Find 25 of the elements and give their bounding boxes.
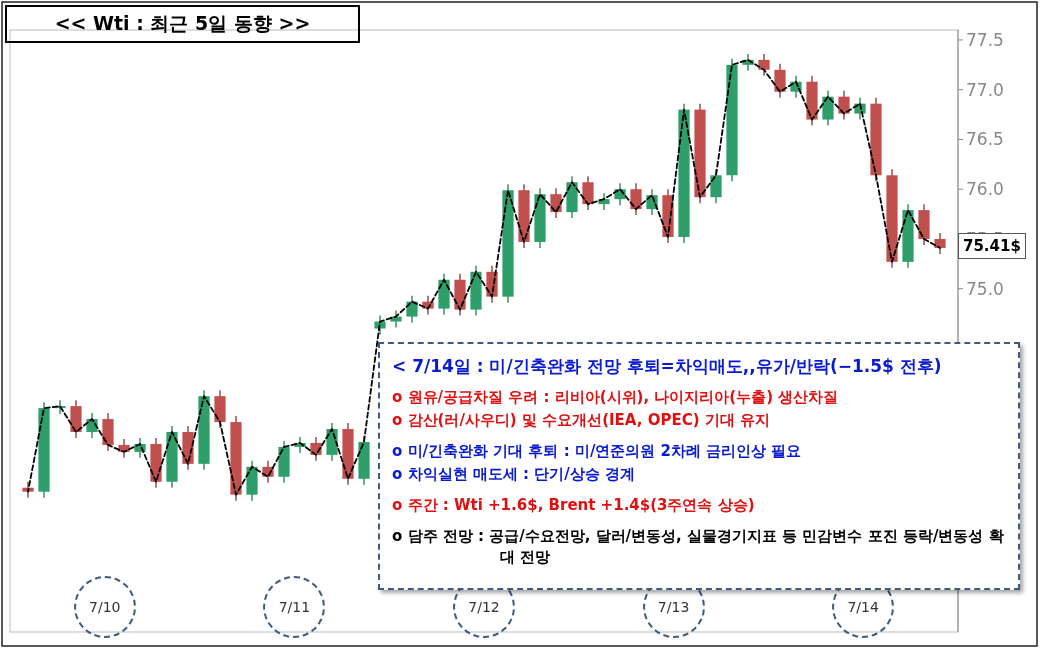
y-tick-label: 76.5 [966,129,1004,150]
annotation: o 담주 전망 : 공급/수요전망, 달러/변동성, 실물경기지표 등 민감변수 포진 등락/변동성 확대 전망 [392,526,1005,568]
candlestick [822,89,834,127]
candlestick [406,294,418,324]
annotation: o 원유/공급차질 우려 : 리비아(시위), 나이지리아(누출) 생산차질 [392,387,840,408]
y-tick-label: 77.5 [966,29,1004,50]
annotation: o 감산(러/사우디) 및 수요개선(IEA, OPEC) 기대 유지 [392,410,771,431]
candlestick [758,52,770,77]
title: << Wti : 최근 5일 동향 >> [5,5,360,43]
annotation: o 미/긴축완화 기대 후퇴 : 미/연준의원 2차례 금리인상 필요 [392,441,803,462]
day-label: 7/10 [73,576,136,638]
annotation: < 7/14일 : 미/긴축완화 전망 후퇴=차익매도,,유가/반락(−1.5$ 전후) [392,356,943,377]
y-tick-label: 77.0 [966,79,1004,100]
annotation: o 주간 : Wti +1.6$, Brent +1.4$(3주연속 상승) [392,495,756,516]
annotation: o 차익실현 매도세 : 단기/상승 경계 [392,464,636,485]
candlestick [710,168,722,205]
candlestick [934,231,946,255]
y-tick-label: 76.0 [966,179,1004,200]
candlestick [582,175,594,212]
candlestick [630,182,642,217]
day-label: 7/11 [263,576,326,638]
candlestick [374,314,386,336]
candlestick [838,89,850,121]
candlestick [774,62,786,99]
y-tick-label: 75.0 [966,278,1004,299]
